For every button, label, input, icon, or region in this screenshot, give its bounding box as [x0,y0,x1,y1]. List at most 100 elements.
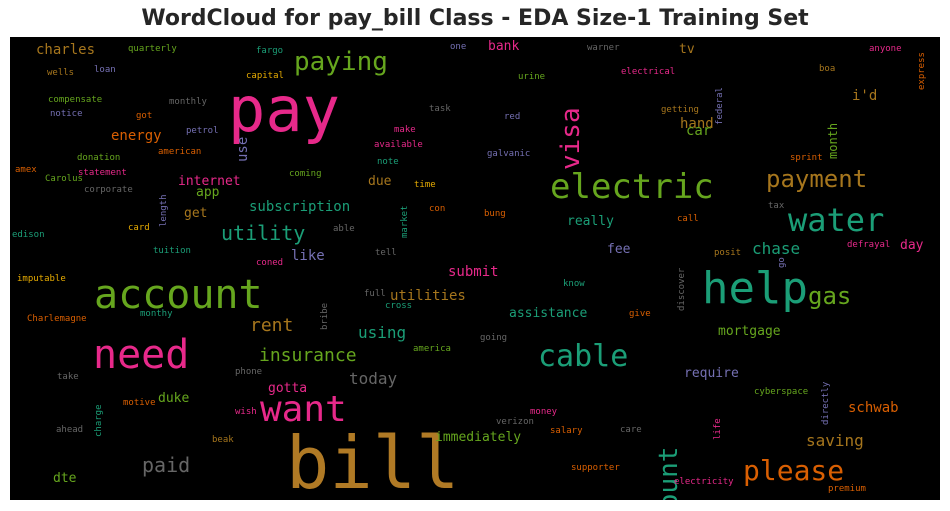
word-need: need [93,332,190,378]
word-red: red [504,112,521,122]
word-today: today [349,369,398,388]
word-saving: saving [806,431,864,450]
word-water: water [788,201,885,239]
word-cyberspace: cyberspace [754,387,809,397]
word-wells: wells [47,68,75,78]
word-electrical: electrical [621,67,676,77]
word-capital: capital [246,71,284,81]
word-edison: edison [12,230,45,240]
word-paid: paid [142,453,191,477]
word-care: care [620,425,642,435]
word-sprint: sprint [790,153,823,163]
word-visa: visa [556,107,586,170]
word-charlemagne: Charlemagne [27,314,87,324]
word-bung: bung [484,209,506,219]
word-charles: charles [36,42,96,58]
word-anyone: anyone [869,44,902,54]
word-defrayal: defrayal [847,240,891,250]
word-electric: electric [550,167,714,207]
word-subscription: subscription [249,199,351,215]
word-loan: loan [94,65,116,75]
word-mortgage: mortgage [718,324,781,339]
word-cable: cable [538,339,629,374]
word-gas: gas [808,282,852,310]
word-immediately: immediately [435,430,522,445]
word-verizon: verizon [496,417,534,427]
word-hand: hand [680,116,714,132]
word-call: call [677,214,699,224]
word-money: money [530,407,558,417]
chart-title: WordCloud for pay_bill Class - EDA Size-… [141,6,809,31]
word-fee: fee [607,242,631,257]
word-amex: amex [15,165,37,175]
word-checking-account: checking account [654,447,684,500]
word-please: please [743,454,845,487]
word-make: make [394,125,416,135]
word-chase: chase [752,239,801,258]
word-tuition: tuition [153,246,191,256]
word-salary: salary [550,426,583,436]
word-phone: phone [235,367,263,377]
word-motive: motive [123,398,156,408]
word-tell: tell [375,248,397,258]
word-able: able [333,224,355,234]
word-discover: discover [677,267,687,311]
word-urine: urine [518,72,546,82]
word-going: going [480,333,508,343]
word-payment: payment [766,165,868,193]
word-like: like [291,248,325,264]
word-imputable: imputable [17,274,66,284]
word-day: day [900,238,924,253]
word-galvanic: galvanic [487,149,531,159]
word-cross: cross [385,301,413,311]
word-electricity: electricity [674,477,734,487]
word-due: due [368,174,392,189]
word-card: card [128,223,150,233]
word-full: full [364,289,386,299]
word-got: got [136,111,153,121]
word-donation: donation [77,153,121,163]
word-utility: utility [221,221,306,245]
word-help: help [702,263,808,314]
word-getting: getting [661,105,699,115]
word-monthy: monthy [140,309,173,319]
word-insurance: insurance [259,345,357,366]
word-corporate: corporate [84,185,133,195]
word-internet: internet [178,174,241,189]
word-coned: coned [256,258,284,268]
word-account: account [94,272,263,318]
word-premium: premium [828,484,866,494]
word-dte: dte [53,471,77,486]
word-ahead: ahead [56,425,84,435]
word-available: available [374,140,423,150]
word-rent: rent [250,315,294,336]
word-time: time [414,180,436,190]
word-petrol: petrol [186,126,219,136]
word-tv: tv [679,42,695,57]
word-duke: duke [158,391,190,406]
word-con: con [429,204,446,214]
word-i-d: i'd [852,88,878,104]
word-bill: bill [286,421,460,500]
word-america: america [413,344,451,354]
word-one: one [450,42,467,52]
word-assistance: assistance [509,306,588,321]
word-car: car [686,123,712,139]
word-bank: bank [488,39,520,54]
word-using: using [358,323,407,342]
word-bribe: bribe [320,302,330,330]
word-fargo: fargo [256,46,284,56]
word-pay: pay [228,73,340,146]
word-wish: wish [235,407,257,417]
word-task: task [429,104,451,114]
word-federal: federal [715,87,725,125]
word-really: really [567,214,614,229]
word-take: take [57,372,79,382]
word-know: know [563,279,585,289]
word-give: give [629,309,651,319]
word-go: go [777,257,787,268]
word-carolus: Carolus [45,174,83,184]
word-american: american [158,147,202,157]
word-supporter: supporter [571,463,620,473]
word-want: want [260,389,347,430]
